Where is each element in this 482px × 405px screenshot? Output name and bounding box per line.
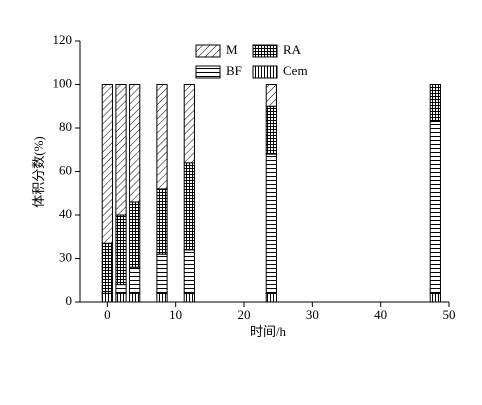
bar-segment [265,105,277,155]
bar-segment [129,266,141,294]
bar-segment [183,292,195,303]
bar-segment [429,84,441,122]
bar-segment [115,214,127,286]
bar-segment [101,84,113,244]
bar-segment [265,153,277,294]
bar-segment [129,84,141,203]
legend-swatch [195,65,221,79]
legend-swatch [195,44,221,58]
bar-segment [183,162,195,251]
bar-segment [183,249,195,294]
y-tick-label: 100 [53,75,73,90]
y-tick-label: 60 [59,162,72,177]
bar-segment [265,84,277,107]
x-axis-label: 时间/h [250,324,287,339]
legend-label: RA [283,42,302,57]
bar-segment [115,284,127,294]
legend-swatch [252,65,278,79]
x-tick-label: 10 [169,307,182,322]
bar-segment [115,84,127,216]
bar-segment [129,292,141,303]
x-tick-label: 40 [374,307,387,322]
legend-label: BF [226,63,242,78]
bar-segment [156,292,168,303]
y-tick-label: 120 [53,32,73,47]
y-axis-label: 体积分数(%) [31,136,46,208]
bar-segment [101,242,113,294]
y-tick-label: 40 [59,206,72,221]
x-tick-label: 50 [443,307,456,322]
y-tick-label: 80 [59,119,72,134]
bar-segment [156,188,168,255]
bar-segment [101,292,113,303]
x-tick-label: 30 [306,307,319,322]
bar-segment [265,292,277,303]
bar-segment [429,120,441,294]
legend-swatch [252,44,278,58]
bar-segment [156,253,168,294]
bar-segment [183,84,195,164]
bar-segment [156,84,168,190]
x-tick-label: 0 [104,307,111,322]
y-tick-label: 0 [66,293,73,308]
legend-label: M [226,42,238,57]
bar-segment [129,201,141,268]
x-tick-label: 20 [238,307,251,322]
legend-label: Cem [283,63,308,78]
y-tick-label: 30 [59,249,72,264]
bar-segment [429,292,441,303]
bar-segment [115,292,127,303]
